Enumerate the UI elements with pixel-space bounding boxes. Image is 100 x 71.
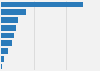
Bar: [1, 2, 83, 7]
Bar: [1, 17, 18, 23]
Bar: [1, 48, 8, 54]
Bar: [1, 56, 4, 62]
Bar: [1, 25, 15, 31]
Bar: [1, 40, 12, 46]
Bar: [1, 33, 14, 38]
Bar: [1, 9, 26, 15]
Bar: [1, 64, 2, 69]
